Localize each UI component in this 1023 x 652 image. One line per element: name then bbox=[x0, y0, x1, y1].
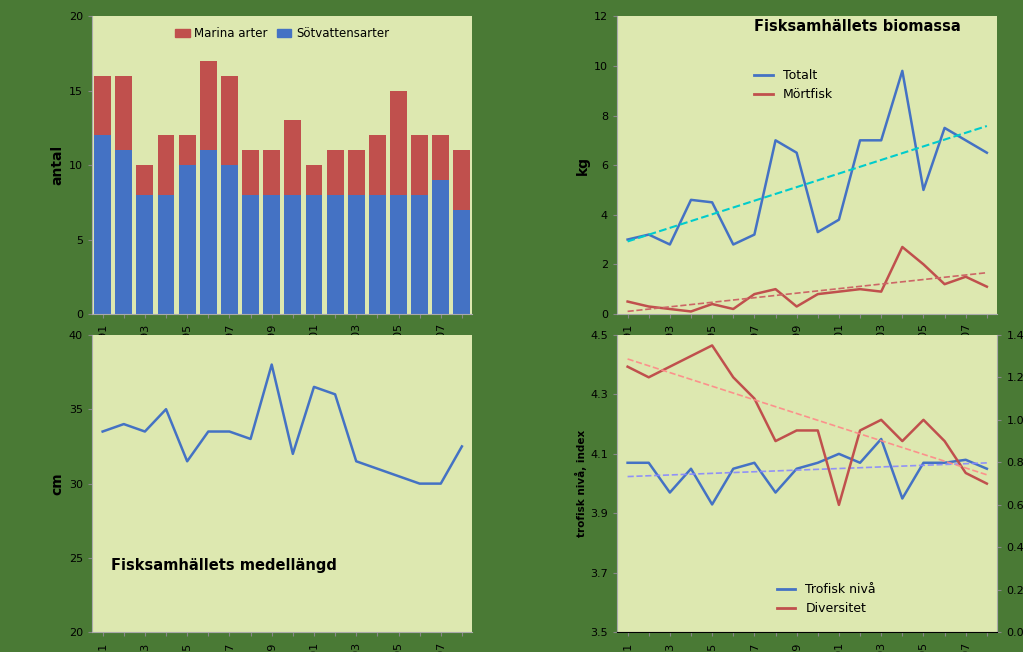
Bar bbox=[263, 150, 280, 195]
Y-axis label: trofisk nivå, index: trofisk nivå, index bbox=[575, 430, 587, 537]
Bar bbox=[453, 210, 471, 314]
Bar bbox=[411, 195, 428, 314]
Bar bbox=[433, 136, 449, 180]
Bar bbox=[348, 195, 364, 314]
Bar bbox=[369, 136, 386, 195]
Bar bbox=[94, 76, 112, 136]
Bar bbox=[284, 121, 302, 195]
Bar bbox=[158, 195, 175, 314]
Bar bbox=[263, 195, 280, 314]
Bar bbox=[221, 76, 238, 165]
Bar bbox=[179, 165, 195, 314]
Bar bbox=[136, 195, 153, 314]
Bar bbox=[411, 136, 428, 195]
Bar bbox=[136, 165, 153, 195]
Text: Fisksamhällets medellängd: Fisksamhällets medellängd bbox=[112, 558, 337, 573]
Y-axis label: cm: cm bbox=[51, 472, 64, 495]
Bar bbox=[158, 136, 175, 195]
Bar bbox=[199, 61, 217, 150]
Bar bbox=[390, 195, 407, 314]
Legend: Trofisk nivå, Diversitet: Trofisk nivå, Diversitet bbox=[771, 578, 881, 620]
Bar bbox=[242, 150, 259, 195]
Y-axis label: antal: antal bbox=[51, 145, 64, 185]
Bar bbox=[390, 91, 407, 195]
Bar bbox=[326, 195, 344, 314]
Y-axis label: kg: kg bbox=[576, 156, 589, 175]
Bar bbox=[306, 165, 322, 195]
Bar bbox=[326, 150, 344, 195]
Text: Fisksamhällets biomassa: Fisksamhällets biomassa bbox=[754, 20, 961, 35]
Bar bbox=[199, 150, 217, 314]
Bar bbox=[221, 165, 238, 314]
Bar bbox=[433, 180, 449, 314]
Bar bbox=[116, 76, 132, 150]
Bar bbox=[348, 150, 364, 195]
Legend: Totalt, Mörtfisk: Totalt, Mörtfisk bbox=[749, 64, 838, 106]
Bar bbox=[369, 195, 386, 314]
Bar bbox=[242, 195, 259, 314]
Legend: Marina arter, Sötvattensarter: Marina arter, Sötvattensarter bbox=[171, 22, 394, 44]
Bar bbox=[306, 195, 322, 314]
Bar bbox=[284, 195, 302, 314]
Bar bbox=[179, 136, 195, 165]
Bar bbox=[453, 150, 471, 210]
Bar bbox=[116, 150, 132, 314]
Bar bbox=[94, 136, 112, 314]
